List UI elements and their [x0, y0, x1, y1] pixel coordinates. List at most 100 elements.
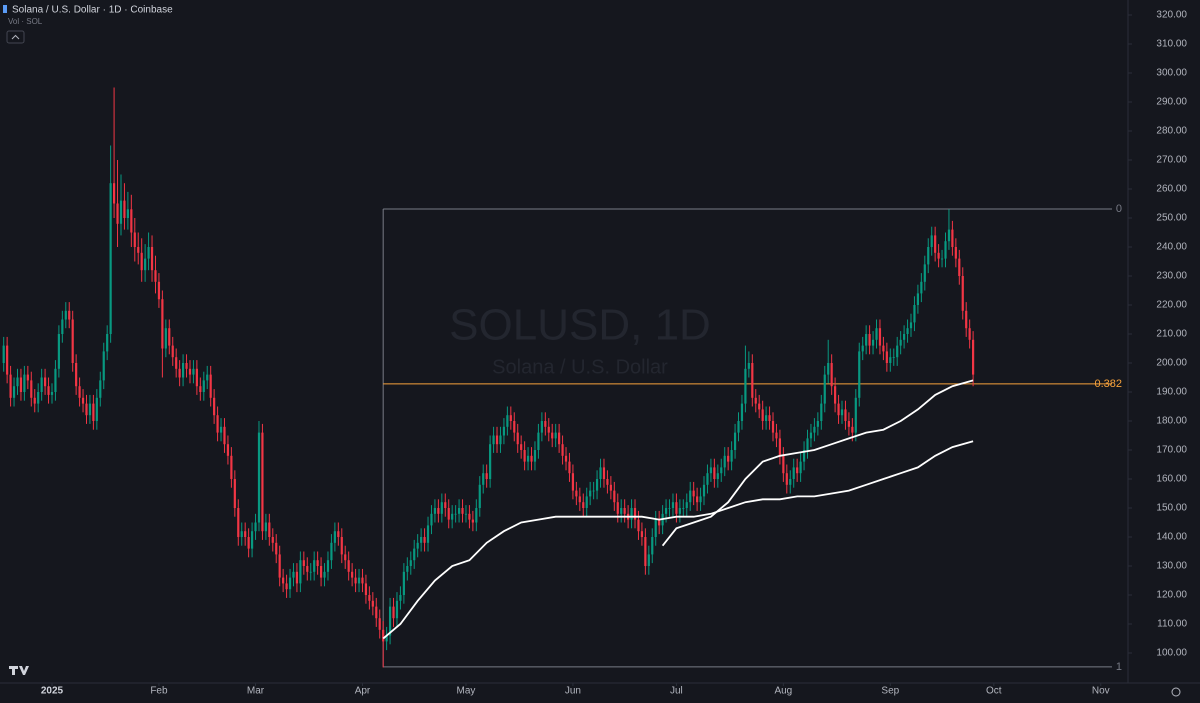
- watermark: SOLUSD, 1D Solana / U.S. Dollar: [449, 301, 711, 379]
- y-tick-label: 110.00: [1157, 619, 1187, 630]
- candle-body: [947, 229, 951, 242]
- x-tick-label: Apr: [355, 686, 371, 697]
- candle-body: [502, 426, 506, 436]
- candle-body: [723, 455, 726, 468]
- candle-body: [223, 426, 226, 445]
- candle-body: [282, 577, 285, 584]
- candle-body: [313, 560, 316, 572]
- candle-body: [782, 455, 785, 474]
- candle-body: [520, 444, 523, 451]
- candle-body: [589, 490, 592, 497]
- candle-body: [230, 455, 233, 480]
- candle-body: [761, 409, 764, 422]
- candle-body: [106, 334, 109, 352]
- candle-body: [489, 444, 492, 480]
- subtitle: Vol · SOL: [8, 17, 43, 26]
- candle-body: [388, 606, 392, 636]
- candle-body: [123, 200, 126, 218]
- candle-body: [261, 432, 264, 532]
- candle-body: [654, 519, 657, 538]
- y-tick-label: 230.00: [1156, 271, 1187, 282]
- candle-body: [333, 531, 336, 543]
- candle-body: [958, 258, 961, 277]
- candle-body: [820, 403, 823, 422]
- y-tick-label: 190.00: [1156, 387, 1187, 398]
- candle-body: [43, 377, 47, 387]
- candle-body: [878, 328, 882, 346]
- candle-body: [671, 502, 675, 509]
- candle-body: [961, 276, 964, 311]
- candle-body: [865, 334, 868, 346]
- candle-body: [599, 467, 602, 480]
- candle-body: [775, 432, 778, 439]
- candle-body: [109, 183, 112, 335]
- candle-body: [830, 363, 833, 387]
- fib-label: 1: [1116, 661, 1122, 673]
- candle-body: [778, 438, 782, 456]
- y-tick-label: 120.00: [1156, 590, 1187, 601]
- candle-body: [561, 444, 564, 456]
- candle-body: [181, 363, 185, 378]
- candle-body: [209, 374, 212, 398]
- candle-body: [319, 566, 323, 578]
- candle-body: [668, 508, 671, 509]
- candle-body: [378, 618, 381, 630]
- candle-body: [23, 374, 26, 393]
- x-tick-label: May: [457, 686, 476, 697]
- settings-icon[interactable]: [1171, 687, 1181, 697]
- collapse-button[interactable]: [6, 30, 25, 44]
- candle-body: [354, 577, 357, 584]
- candle-body: [689, 490, 692, 503]
- candle-body: [371, 600, 374, 607]
- candle-body: [199, 386, 202, 393]
- candle-body: [837, 403, 840, 416]
- candle-body: [178, 368, 181, 378]
- candle-body: [578, 496, 581, 503]
- candle-body: [206, 374, 209, 381]
- fib-label: 0.382: [1094, 378, 1122, 390]
- candle-body: [658, 519, 661, 526]
- candle-body: [595, 479, 599, 491]
- candle-body: [706, 473, 709, 485]
- y-tick-label: 160.00: [1156, 474, 1187, 485]
- candle-body: [454, 513, 457, 515]
- candle-body: [26, 374, 29, 381]
- candle-body: [675, 502, 678, 514]
- candle-body: [530, 455, 533, 462]
- candle-body: [499, 435, 502, 445]
- collapse-icon[interactable]: [11, 34, 20, 40]
- watermark-name: Solana / U.S. Dollar: [492, 356, 668, 378]
- candle-body: [823, 374, 826, 404]
- candle-body: [699, 496, 702, 503]
- candle-body: [433, 508, 437, 514]
- candle-body: [351, 571, 354, 578]
- candle-body: [623, 508, 626, 514]
- candle-body: [75, 363, 78, 387]
- candle-body: [533, 450, 537, 462]
- candle-body: [150, 247, 154, 271]
- candle-body: [637, 519, 640, 532]
- candle-body: [861, 345, 864, 352]
- candle-body: [620, 508, 623, 514]
- candle-body: [733, 432, 737, 451]
- y-tick-label: 260.00: [1156, 184, 1187, 195]
- candle-body: [802, 450, 806, 462]
- candle-body: [144, 258, 147, 271]
- candle-body: [364, 583, 368, 596]
- candle-body: [934, 235, 937, 253]
- candle-body: [375, 606, 378, 619]
- candle-body: [854, 397, 857, 433]
- candle-body: [12, 386, 16, 398]
- candle-body: [716, 473, 719, 480]
- candle-body: [495, 435, 499, 445]
- candle-body: [37, 392, 40, 404]
- candle-body: [916, 293, 920, 306]
- candle-body: [537, 432, 540, 451]
- candle-body: [188, 368, 192, 375]
- y-tick-label: 170.00: [1156, 445, 1187, 456]
- candle-body: [195, 368, 198, 387]
- candle-body: [57, 334, 60, 369]
- candle-body: [913, 305, 916, 323]
